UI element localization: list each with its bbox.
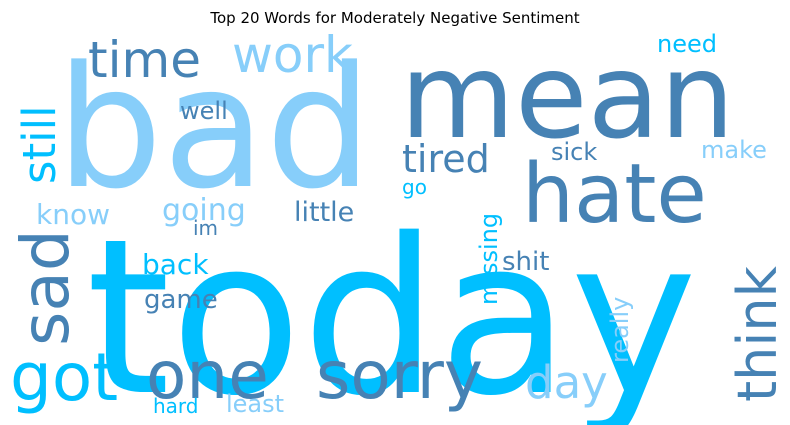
word-back: back xyxy=(142,248,209,281)
word-im: im xyxy=(193,216,218,240)
word-least: least xyxy=(226,390,284,418)
word-sorry: sorry xyxy=(316,337,483,414)
word-go: go xyxy=(402,175,427,199)
word-bad: bad xyxy=(56,30,372,226)
word-day: day xyxy=(525,356,608,409)
word-still: still xyxy=(13,105,66,184)
chart-title: Top 20 Words for Moderately Negative Sen… xyxy=(210,9,580,27)
word-hard: hard xyxy=(153,394,199,418)
word-little: little xyxy=(294,197,354,228)
word-hate: hate xyxy=(522,147,707,242)
word-sad: sad xyxy=(7,229,84,346)
word-shit: shit xyxy=(502,247,549,277)
word-make: make xyxy=(701,136,767,164)
word-today: today xyxy=(86,192,697,425)
word-need: need xyxy=(657,30,717,58)
word-work: work xyxy=(232,26,353,84)
word-going: going xyxy=(162,193,246,228)
word-really: really xyxy=(606,297,634,363)
word-know: know xyxy=(36,198,110,231)
word-got: got xyxy=(10,339,118,416)
word-think: think xyxy=(726,265,789,402)
word-well: well xyxy=(180,97,228,125)
word-time: time xyxy=(88,31,201,89)
word-tired: tired xyxy=(402,137,490,181)
word-missing: missing xyxy=(475,213,503,305)
word-sick: sick xyxy=(551,138,597,166)
word-one: one xyxy=(146,337,269,414)
word-mean: mean xyxy=(400,27,735,165)
word-game: game xyxy=(144,285,218,315)
